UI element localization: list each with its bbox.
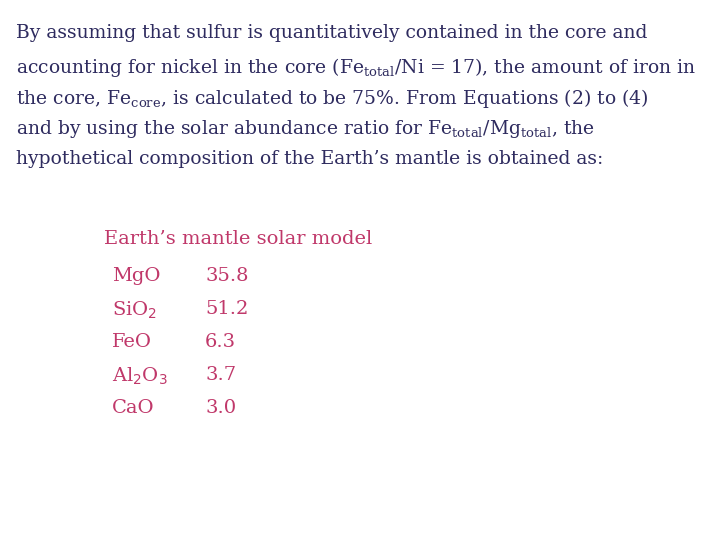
Text: 3.7: 3.7	[205, 366, 236, 384]
Text: Al$_2$O$_3$: Al$_2$O$_3$	[112, 366, 167, 387]
Text: 35.8: 35.8	[205, 267, 248, 285]
Text: Earth’s mantle solar model: Earth’s mantle solar model	[104, 230, 373, 247]
Text: 6.3: 6.3	[205, 333, 236, 351]
Text: By assuming that sulfur is quantitatively contained in the core and: By assuming that sulfur is quantitativel…	[16, 24, 647, 42]
Text: CaO: CaO	[112, 399, 154, 417]
Text: hypothetical composition of the Earth’s mantle is obtained as:: hypothetical composition of the Earth’s …	[16, 150, 603, 167]
Text: 3.0: 3.0	[205, 399, 236, 417]
Text: 51.2: 51.2	[205, 300, 248, 318]
Text: FeO: FeO	[112, 333, 152, 351]
Text: and by using the solar abundance ratio for Fe$_{\mathregular{total}}$/Mg$_{\math: and by using the solar abundance ratio f…	[16, 118, 595, 140]
Text: accounting for nickel in the core (Fe$_{\mathregular{total}}$/Ni = 17), the amou: accounting for nickel in the core (Fe$_{…	[16, 56, 696, 79]
Text: SiO$_2$: SiO$_2$	[112, 300, 157, 321]
Text: the core, Fe$_{\mathregular{core}}$, is calculated to be 75%. From Equations (2): the core, Fe$_{\mathregular{core}}$, is …	[16, 87, 648, 110]
Text: MgO: MgO	[112, 267, 160, 285]
